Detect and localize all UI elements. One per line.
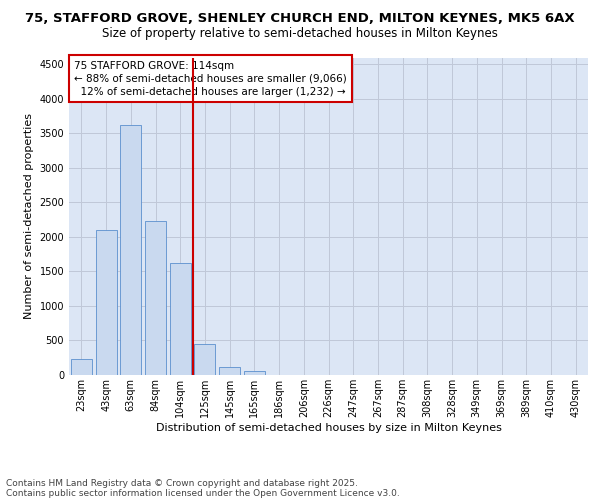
Bar <box>219 368 240 375</box>
Text: Size of property relative to semi-detached houses in Milton Keynes: Size of property relative to semi-detach… <box>102 28 498 40</box>
Bar <box>244 371 265 375</box>
Text: 75 STAFFORD GROVE: 114sqm
← 88% of semi-detached houses are smaller (9,066)
  12: 75 STAFFORD GROVE: 114sqm ← 88% of semi-… <box>74 60 347 97</box>
Bar <box>194 344 215 375</box>
Text: 75, STAFFORD GROVE, SHENLEY CHURCH END, MILTON KEYNES, MK5 6AX: 75, STAFFORD GROVE, SHENLEY CHURCH END, … <box>25 12 575 26</box>
X-axis label: Distribution of semi-detached houses by size in Milton Keynes: Distribution of semi-detached houses by … <box>155 422 502 432</box>
Bar <box>170 263 191 375</box>
Y-axis label: Number of semi-detached properties: Number of semi-detached properties <box>24 114 34 320</box>
Bar <box>120 125 141 375</box>
Bar <box>95 230 116 375</box>
Bar <box>145 221 166 375</box>
Text: Contains HM Land Registry data © Crown copyright and database right 2025.: Contains HM Land Registry data © Crown c… <box>6 478 358 488</box>
Text: Contains public sector information licensed under the Open Government Licence v3: Contains public sector information licen… <box>6 488 400 498</box>
Bar <box>71 359 92 375</box>
